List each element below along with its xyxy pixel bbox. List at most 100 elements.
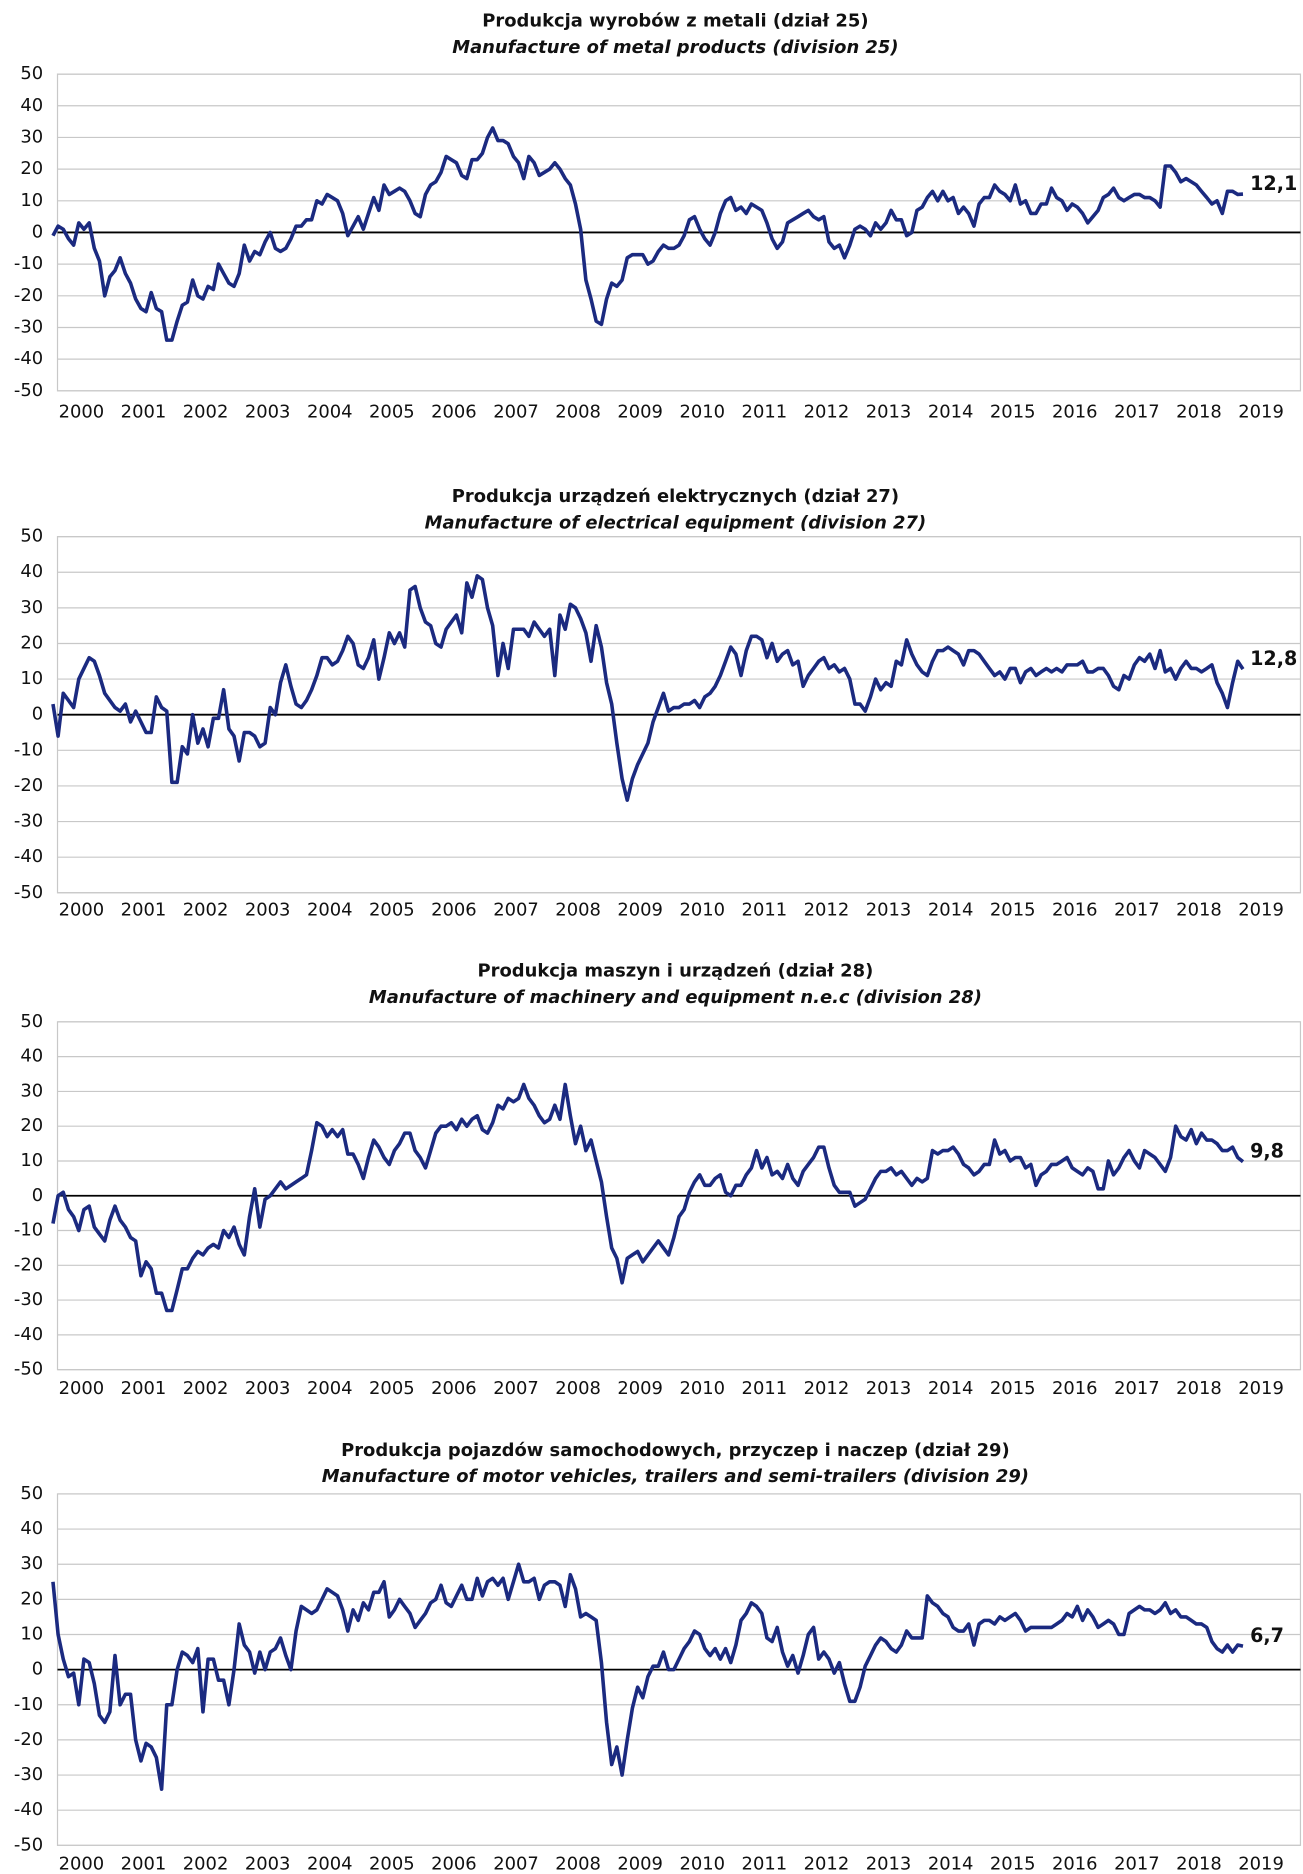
x-tick-label: 2007 (493, 1853, 539, 1874)
x-tick-label: 2010 (679, 401, 725, 422)
x-tick-label: 2008 (555, 900, 601, 921)
x-tick-label: 2018 (1176, 1378, 1222, 1399)
x-tick-label: 2011 (742, 1853, 788, 1874)
x-tick-label: 2017 (1114, 1378, 1160, 1399)
chart-subtitle: Manufacture of motor vehicles, trailers … (322, 1466, 1029, 1487)
y-tick-label: 20 (20, 158, 43, 179)
x-tick-label: 2003 (245, 1853, 291, 1874)
y-tick-label: 30 (20, 1080, 43, 1101)
x-tick-label: 2014 (928, 900, 974, 921)
x-tick-label: 2006 (431, 401, 477, 422)
x-tick-label: 2013 (866, 1378, 912, 1399)
x-tick-label: 2001 (121, 900, 167, 921)
x-tick-label: 2015 (990, 900, 1036, 921)
x-tick-label: 2000 (59, 1378, 105, 1399)
x-tick-label: 2019 (1238, 401, 1284, 422)
x-tick-label: 2011 (742, 401, 788, 422)
x-tick-label: 2015 (990, 401, 1036, 422)
end-value-label: 6,7 (1250, 1624, 1284, 1647)
y-tick-label: -30 (14, 1289, 43, 1310)
x-tick-label: 2004 (307, 1378, 353, 1399)
y-tick-label: 20 (20, 1588, 43, 1609)
series-line (51, 126, 1244, 342)
x-tick-label: 2003 (245, 900, 291, 921)
x-tick-label: 2011 (742, 1378, 788, 1399)
x-tick-label: 2012 (804, 401, 850, 422)
x-tick-label: 2015 (990, 1853, 1036, 1874)
x-tick-label: 2010 (679, 1378, 725, 1399)
y-tick-label: -10 (14, 253, 43, 274)
x-tick-label: 2016 (1052, 1378, 1098, 1399)
y-tick-label: 0 (32, 1659, 43, 1680)
x-tick-label: 2015 (990, 1378, 1036, 1399)
x-tick-label: 2009 (617, 1853, 663, 1874)
y-tick-label: -20 (14, 1729, 43, 1750)
x-tick-label: 2000 (59, 401, 105, 422)
y-tick-label: 10 (20, 190, 43, 211)
chart-subtitle: Manufacture of metal products (division … (452, 37, 898, 58)
y-tick-label: 50 (20, 63, 43, 84)
x-tick-label: 2013 (866, 1853, 912, 1874)
y-tick-label: -50 (14, 882, 43, 903)
series-line (51, 1562, 1244, 1791)
y-tick-label: -40 (14, 846, 43, 867)
x-tick-label: 2010 (679, 900, 725, 921)
x-tick-label: 2018 (1176, 900, 1222, 921)
series-line (51, 1082, 1245, 1313)
chart-title: Produkcja maszyn i urządzeń (dział 28) (478, 961, 874, 982)
y-tick-label: 30 (20, 1553, 43, 1574)
chart-title: Produkcja urządzeń elektrycznych (dział … (452, 486, 899, 507)
x-tick-label: 2000 (59, 900, 105, 921)
x-tick-label: 2005 (369, 1378, 415, 1399)
x-tick-label: 2012 (804, 900, 850, 921)
end-value-label: 12,1 (1250, 172, 1297, 195)
y-tick-label: -30 (14, 316, 43, 337)
y-tick-label: 40 (20, 1046, 43, 1067)
y-tick-label: 40 (20, 1518, 43, 1539)
chart-title: Produkcja pojazdów samochodowych, przycz… (341, 1440, 1010, 1461)
x-tick-label: 2007 (493, 900, 539, 921)
y-tick-label: -20 (14, 1254, 43, 1275)
y-tick-label: -10 (14, 1694, 43, 1715)
x-tick-label: 2006 (431, 1378, 477, 1399)
x-tick-label: 2012 (804, 1378, 850, 1399)
x-tick-label: 2003 (245, 401, 291, 422)
y-tick-label: 10 (20, 668, 43, 689)
x-tick-label: 2001 (121, 1853, 167, 1874)
x-tick-label: 2008 (555, 1378, 601, 1399)
x-tick-label: 2017 (1114, 900, 1160, 921)
y-tick-label: -40 (14, 348, 43, 369)
x-tick-label: 2013 (866, 900, 912, 921)
x-tick-label: 2018 (1176, 1853, 1222, 1874)
y-tick-label: -50 (14, 1359, 43, 1380)
y-tick-label: -10 (14, 1220, 43, 1241)
end-value-label: 9,8 (1250, 1140, 1284, 1163)
chart-subtitle: Manufacture of machinery and equipment n… (369, 987, 982, 1008)
x-tick-label: 2019 (1238, 1853, 1284, 1874)
x-tick-label: 2007 (493, 1378, 539, 1399)
x-tick-label: 2019 (1238, 1378, 1284, 1399)
x-tick-label: 2009 (617, 1378, 663, 1399)
y-tick-label: -10 (14, 739, 43, 760)
x-tick-label: 2002 (183, 900, 229, 921)
y-tick-label: 30 (20, 597, 43, 618)
y-tick-label: -20 (14, 285, 43, 306)
x-tick-label: 2007 (493, 401, 539, 422)
x-tick-label: 2019 (1238, 900, 1284, 921)
y-tick-label: 40 (20, 95, 43, 116)
y-tick-label: 20 (20, 1115, 43, 1136)
y-tick-label: 0 (32, 221, 43, 242)
x-tick-label: 2002 (183, 401, 229, 422)
x-tick-label: 2008 (555, 401, 601, 422)
y-tick-label: 50 (20, 1011, 43, 1032)
y-tick-label: 10 (20, 1150, 43, 1171)
x-tick-label: 2004 (307, 401, 353, 422)
x-tick-label: 2014 (928, 1378, 974, 1399)
series-line (51, 574, 1245, 802)
y-tick-label: -30 (14, 1764, 43, 1785)
x-tick-label: 2003 (245, 1378, 291, 1399)
chart-title: Produkcja wyrobów z metali (dział 25) (482, 11, 868, 32)
x-tick-label: 2017 (1114, 401, 1160, 422)
